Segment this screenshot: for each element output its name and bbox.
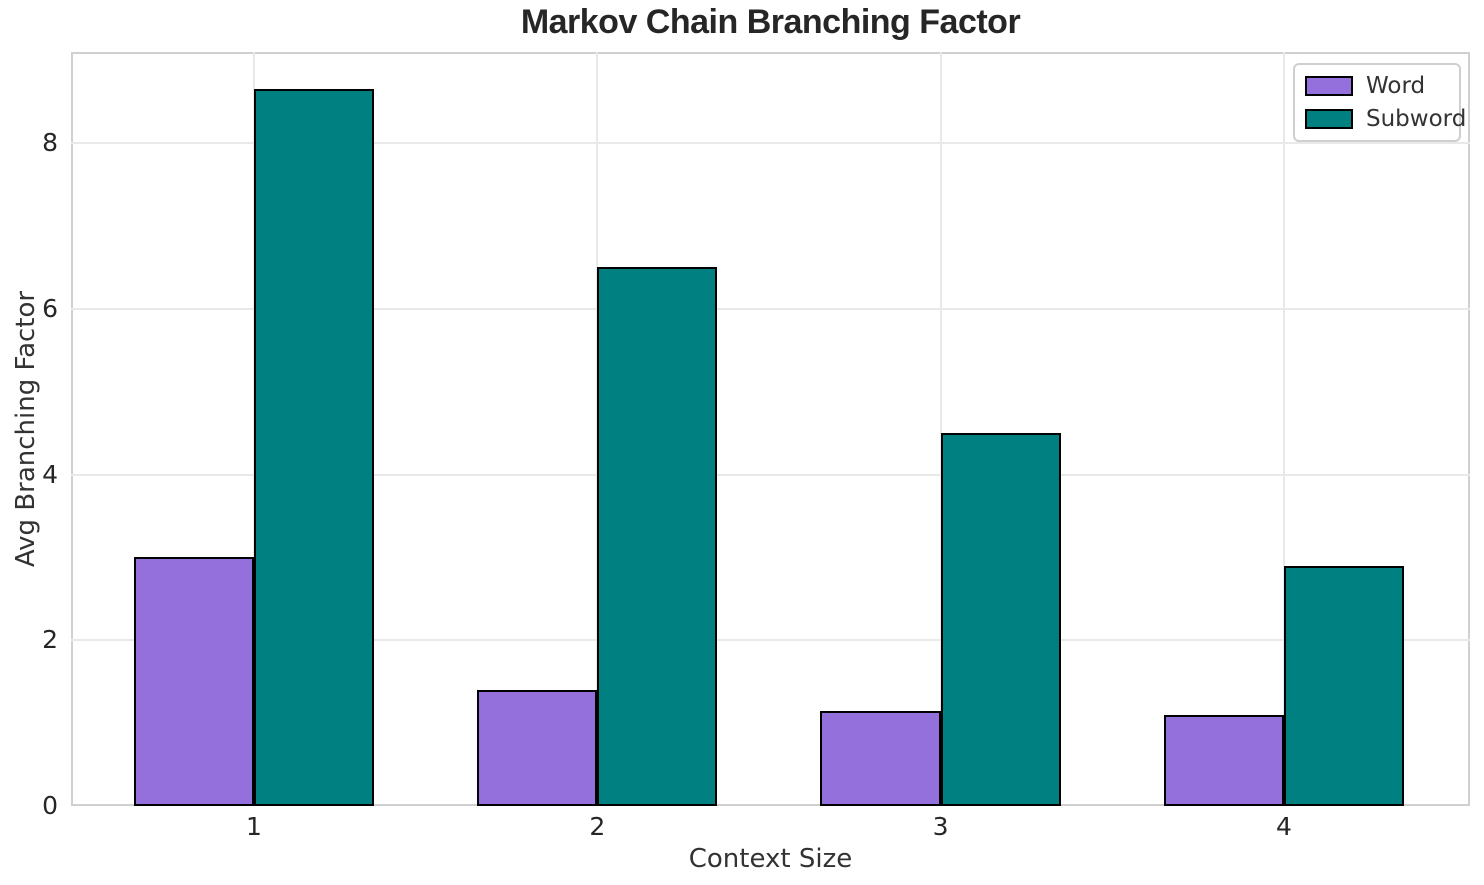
axes-spines: [71, 52, 1470, 806]
plot-area: [71, 52, 1470, 806]
legend-swatch-subword: [1305, 109, 1353, 129]
gridline-h-8: [71, 142, 1470, 145]
x-tick-label-2: 2: [589, 812, 606, 841]
bar-word-3: [820, 710, 941, 806]
gridline-h-6: [71, 307, 1470, 310]
x-tick-label-3: 3: [932, 812, 949, 841]
y-tick-label-2: 2: [42, 625, 58, 655]
bar-word-4: [1163, 714, 1284, 806]
x-tick-label-1: 1: [246, 812, 262, 841]
y-axis-label: Avg Branching Factor: [11, 290, 41, 568]
bar-subword-4: [1283, 565, 1405, 806]
legend: Word Subword: [1293, 63, 1466, 142]
bar-subword-3: [940, 433, 1061, 806]
bar-subword-1: [253, 89, 375, 806]
gridline-v-3: [939, 52, 942, 806]
y-tick-label-6: 6: [42, 293, 58, 323]
gridline-h-4: [71, 473, 1470, 476]
y-tick-label-4: 4: [42, 459, 58, 489]
legend-item-word: Word: [1305, 73, 1449, 99]
chart-title: Markov Chain Branching Factor: [520, 3, 1021, 41]
y-tick-label-8: 8: [42, 128, 58, 158]
x-axis-label: Context Size: [688, 844, 853, 874]
legend-item-subword: Subword: [1305, 106, 1466, 132]
bar-word-1: [133, 557, 254, 806]
x-tick-label-4: 4: [1275, 812, 1292, 841]
y-tick-label-0: 0: [42, 791, 58, 820]
gridline-h-2: [71, 639, 1470, 642]
legend-swatch-word: [1305, 76, 1353, 96]
legend-label-subword: Subword: [1366, 106, 1467, 132]
legend-label-word: Word: [1366, 73, 1426, 99]
bar-subword-2: [597, 267, 718, 806]
gridline-v-4: [1282, 52, 1285, 806]
bar-word-2: [477, 690, 598, 806]
